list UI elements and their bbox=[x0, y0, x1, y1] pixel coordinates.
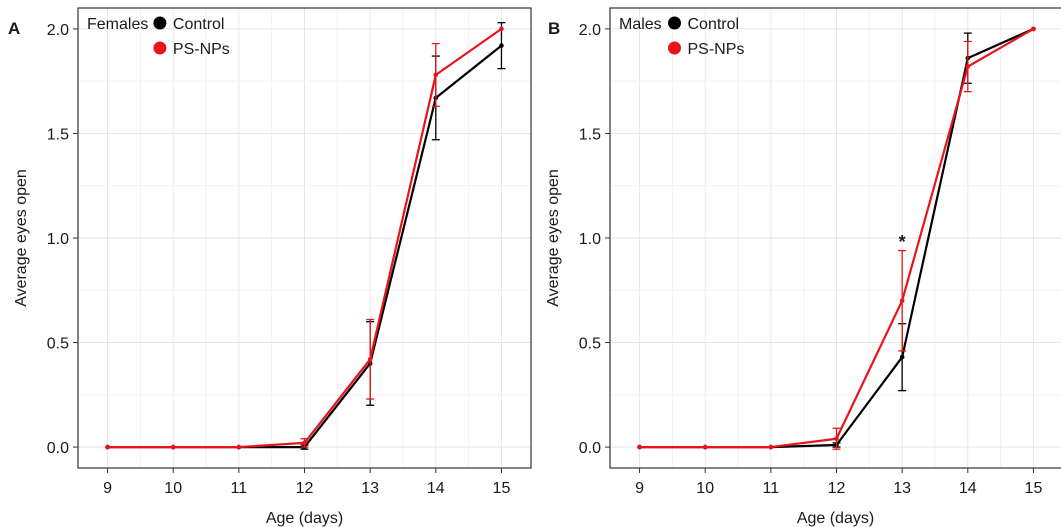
panel-letter: B bbox=[548, 19, 560, 38]
legend-label: Control bbox=[688, 16, 740, 33]
chart-panel-b: B 0.0 0.5 1.0 1.5 2.0 9 10 11 12 13 14 15 Age (days) A… bbox=[545, 7, 1061, 527]
legend-key bbox=[668, 41, 681, 55]
chart-panel-a: A 0.0 0.5 1.0 1.5 2.0 9 10 11 12 13 14 15 Age (days) A… bbox=[8, 7, 532, 527]
data-point bbox=[499, 43, 504, 48]
x-tick-label: 12 bbox=[296, 480, 314, 497]
y-tick-label: 0.0 bbox=[47, 440, 69, 457]
y-tick-label: 1.5 bbox=[579, 126, 601, 143]
legend-title: Females bbox=[87, 16, 148, 33]
legend: Males Control PS-NPs bbox=[619, 16, 744, 58]
series-ps-nps bbox=[637, 26, 1036, 450]
y-tick-label: 0.5 bbox=[47, 336, 69, 353]
x-tick-label: 11 bbox=[231, 480, 248, 497]
x-tick-label: 15 bbox=[1025, 480, 1043, 497]
x-tick-label: 10 bbox=[164, 480, 182, 497]
x-axis-title: Age (days) bbox=[797, 510, 874, 527]
data-point bbox=[965, 64, 971, 69]
data-point bbox=[302, 440, 307, 446]
x-tick-label: 14 bbox=[427, 480, 445, 497]
data-point bbox=[236, 444, 242, 450]
data-point bbox=[170, 444, 176, 450]
y-tick-label: 2.0 bbox=[47, 22, 69, 39]
data-point bbox=[702, 444, 708, 450]
panel-letter: A bbox=[8, 19, 20, 38]
x-axis-title: Age (days) bbox=[266, 510, 343, 527]
series-control bbox=[105, 21, 506, 450]
legend-title: Males bbox=[619, 16, 662, 33]
x-tick-label: 9 bbox=[635, 480, 644, 497]
legend-label: PS-NPs bbox=[688, 41, 745, 58]
y-tick-label: 0.0 bbox=[579, 440, 601, 457]
data-point bbox=[834, 436, 839, 442]
data-point bbox=[899, 354, 905, 360]
x-tick-label: 13 bbox=[361, 480, 379, 497]
data-point bbox=[1031, 26, 1036, 32]
x-tick-label: 13 bbox=[893, 480, 911, 497]
significance-marker: * bbox=[899, 232, 906, 252]
data-point bbox=[899, 298, 905, 304]
y-tick-label: 1.0 bbox=[579, 231, 601, 248]
y-tick-label: 1.0 bbox=[47, 231, 69, 248]
x-tick-label: 9 bbox=[103, 480, 112, 497]
y-tick-label: 1.5 bbox=[47, 126, 69, 143]
series-ps-nps bbox=[105, 26, 504, 450]
data-point bbox=[367, 356, 373, 362]
x-tick-label: 12 bbox=[828, 480, 846, 497]
x-tick-label: 11 bbox=[763, 480, 780, 497]
data-point bbox=[768, 444, 774, 450]
y-tick-label: 0.5 bbox=[579, 336, 601, 353]
x-tick-label: 15 bbox=[493, 480, 511, 497]
data-point bbox=[105, 444, 110, 450]
data-point bbox=[637, 444, 642, 450]
data-point bbox=[433, 72, 439, 78]
y-tick-label: 2.0 bbox=[579, 22, 601, 39]
y-axis-title: Average eyes open bbox=[545, 169, 562, 307]
y-axis-title: Average eyes open bbox=[13, 169, 30, 307]
legend-key bbox=[153, 41, 167, 55]
x-tick-label: 14 bbox=[959, 480, 977, 497]
legend-label: PS-NPs bbox=[173, 41, 230, 58]
legend-key bbox=[668, 16, 681, 30]
data-point bbox=[499, 26, 504, 32]
legend: Females Control PS-NPs bbox=[87, 16, 230, 58]
x-tick-label: 10 bbox=[696, 480, 714, 497]
legend-key bbox=[153, 16, 167, 30]
legend-label: Control bbox=[173, 16, 225, 33]
